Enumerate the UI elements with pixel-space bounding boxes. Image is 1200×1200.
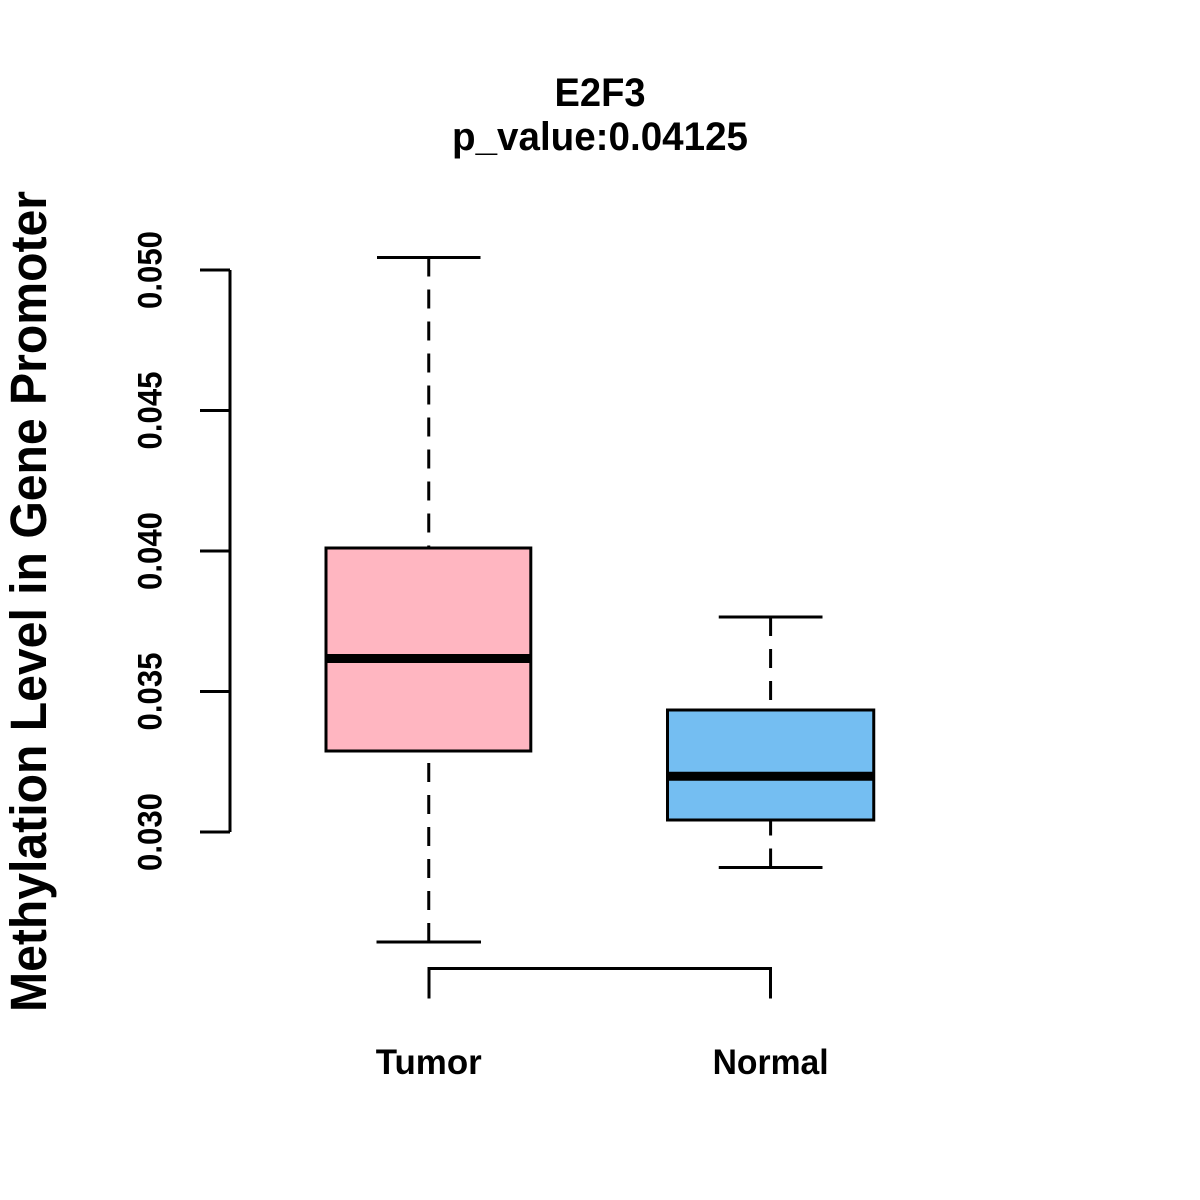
svg-text:E2F3: E2F3 [555, 71, 646, 115]
svg-text:0.045: 0.045 [132, 372, 170, 450]
svg-text:p_value:0.04125: p_value:0.04125 [452, 115, 748, 159]
svg-text:0.030: 0.030 [132, 793, 170, 871]
svg-text:Tumor: Tumor [376, 1043, 482, 1082]
svg-text:0.050: 0.050 [132, 231, 170, 309]
svg-text:Normal: Normal [713, 1043, 829, 1082]
svg-text:0.040: 0.040 [132, 512, 170, 590]
svg-text:Methylation Level in Gene Prom: Methylation Level in Gene Promoter [0, 191, 57, 1012]
svg-text:0.035: 0.035 [132, 653, 170, 731]
